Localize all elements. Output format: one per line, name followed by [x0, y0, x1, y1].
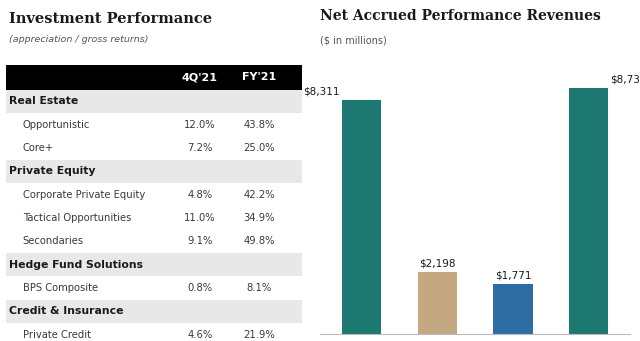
Text: 11.0%: 11.0%: [184, 213, 216, 223]
Text: 0.8%: 0.8%: [188, 283, 212, 293]
Text: Corporate Private Equity: Corporate Private Equity: [22, 190, 145, 199]
Text: Tactical Opportunities: Tactical Opportunities: [22, 213, 131, 223]
Text: Credit & Insurance: Credit & Insurance: [10, 306, 124, 316]
Text: 34.9%: 34.9%: [243, 213, 275, 223]
Text: Private Credit: Private Credit: [22, 329, 91, 340]
Text: Core+: Core+: [22, 143, 54, 153]
Text: $8,738: $8,738: [611, 75, 640, 85]
Text: Real Estate: Real Estate: [10, 96, 79, 106]
Text: 42.2%: 42.2%: [243, 190, 275, 199]
Text: 4.8%: 4.8%: [188, 190, 212, 199]
Text: (appreciation / gross returns): (appreciation / gross returns): [10, 34, 149, 44]
Bar: [6, 299, 302, 323]
Text: Secondaries: Secondaries: [22, 236, 84, 246]
Text: 4.6%: 4.6%: [188, 329, 212, 340]
Bar: [6, 323, 302, 341]
Bar: [6, 229, 302, 253]
Text: 25.0%: 25.0%: [243, 143, 275, 153]
Text: Hedge Fund Solutions: Hedge Fund Solutions: [10, 260, 143, 269]
Text: 21.9%: 21.9%: [243, 329, 275, 340]
Text: 12.0%: 12.0%: [184, 120, 216, 130]
Text: 43.8%: 43.8%: [243, 120, 275, 130]
Text: 7.2%: 7.2%: [188, 143, 212, 153]
Bar: [6, 276, 302, 299]
Text: BPS Composite: BPS Composite: [22, 283, 98, 293]
Text: $2,198: $2,198: [419, 259, 456, 269]
Text: $1,771: $1,771: [495, 271, 531, 281]
Bar: [6, 253, 302, 276]
Text: Private Equity: Private Equity: [10, 166, 96, 176]
Bar: [569, 88, 609, 334]
Bar: [418, 272, 457, 334]
Text: Investment Performance: Investment Performance: [10, 12, 212, 26]
Text: ($ in millions): ($ in millions): [320, 36, 387, 46]
Bar: [6, 183, 302, 206]
Text: Opportunistic: Opportunistic: [22, 120, 90, 130]
Bar: [6, 160, 302, 183]
Bar: [493, 284, 532, 334]
Text: $8,311: $8,311: [303, 87, 340, 97]
Bar: [6, 206, 302, 229]
Text: FY'21: FY'21: [242, 72, 276, 83]
Text: Net Accrued Performance Revenues: Net Accrued Performance Revenues: [320, 9, 601, 23]
Bar: [342, 100, 381, 334]
Text: 49.8%: 49.8%: [243, 236, 275, 246]
Bar: [6, 90, 302, 113]
Text: 8.1%: 8.1%: [246, 283, 272, 293]
Bar: [6, 65, 302, 90]
Bar: [6, 113, 302, 136]
Text: 9.1%: 9.1%: [188, 236, 212, 246]
Text: 4Q'21: 4Q'21: [182, 72, 218, 83]
Bar: [6, 136, 302, 160]
